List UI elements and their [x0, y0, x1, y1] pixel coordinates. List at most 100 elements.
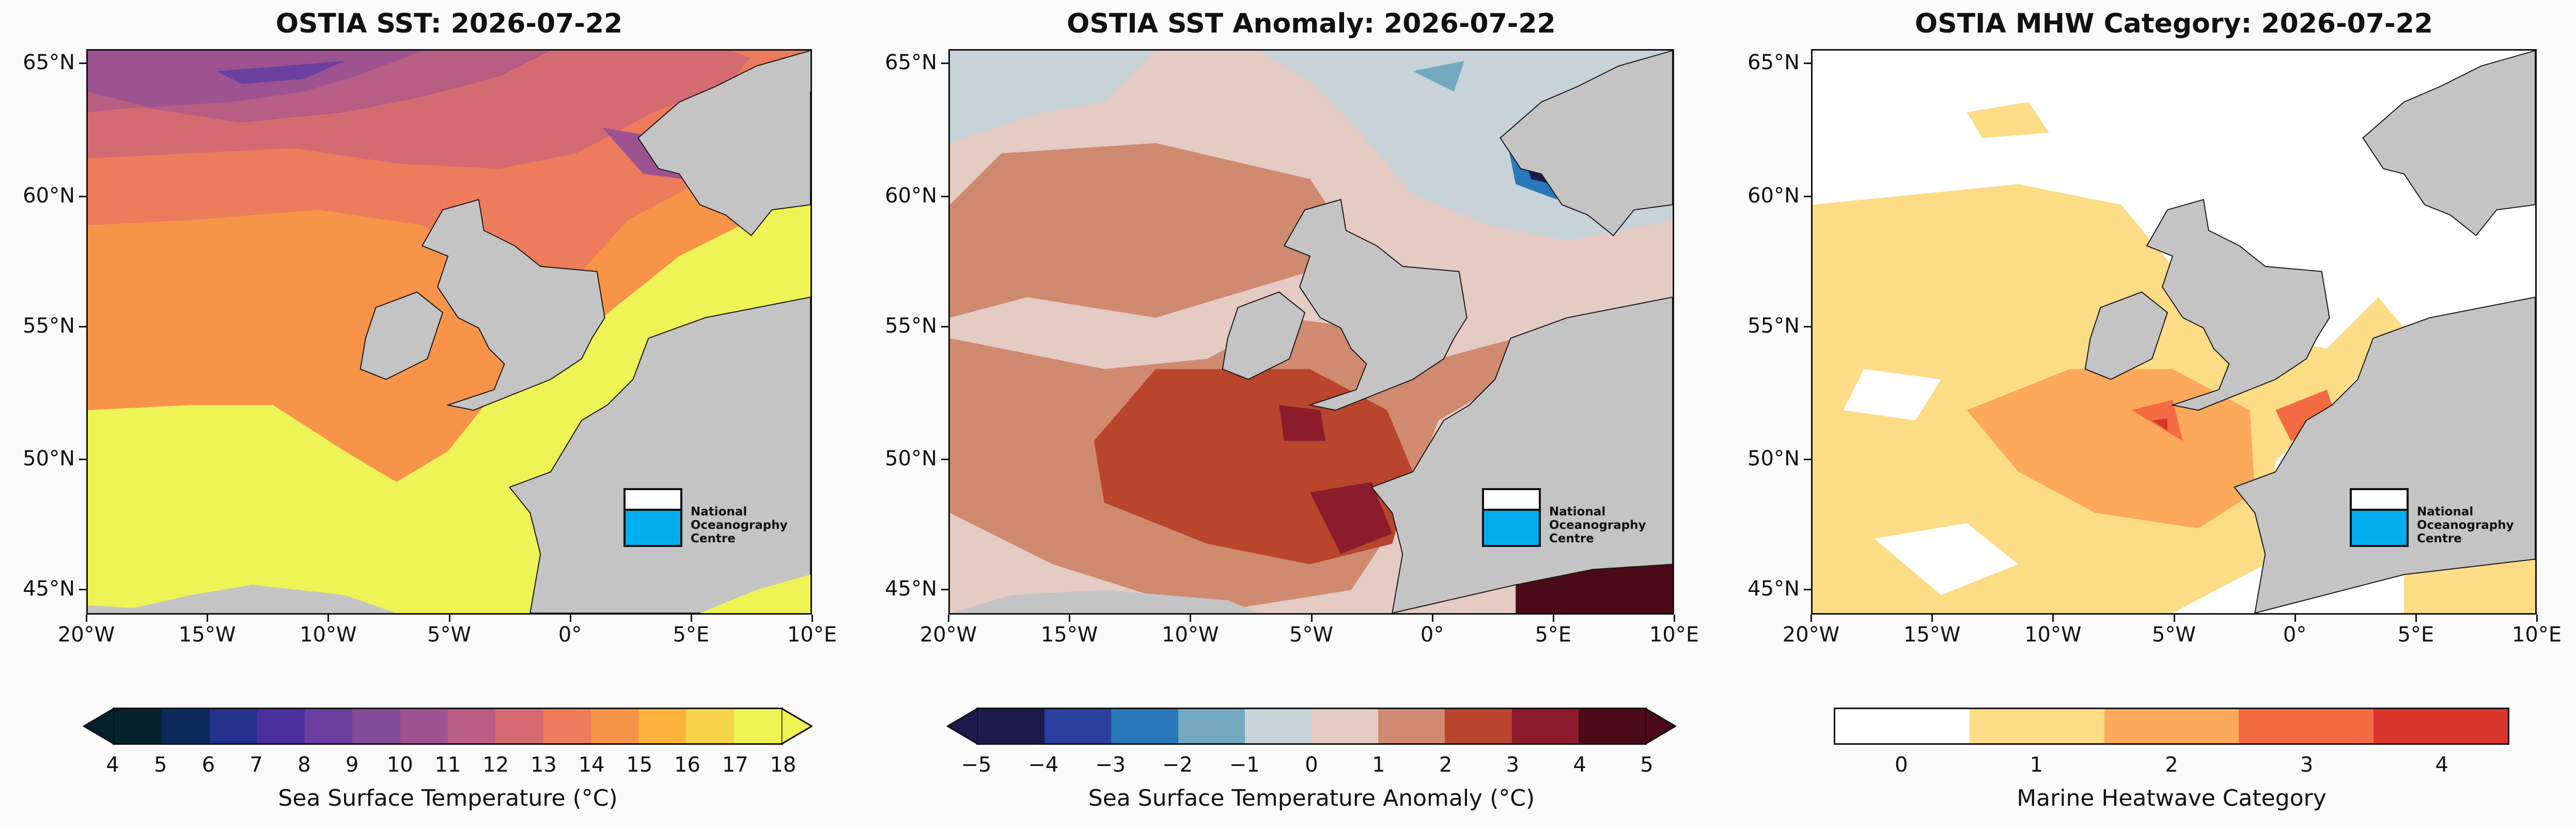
- colorbar-segment: [400, 709, 448, 743]
- lat-tick-mark: [79, 458, 86, 460]
- colorbar-tick-label: 7: [249, 753, 263, 777]
- colorbar-segment: [114, 709, 162, 743]
- colorbar-tick-label: 6: [201, 753, 215, 777]
- lon-tick-label: 20°W: [1782, 623, 1840, 647]
- lat-tick-mark: [1804, 325, 1811, 327]
- colorbar-segment: [1044, 709, 1112, 743]
- colorbar-extend-min: [947, 708, 978, 745]
- lat-tick-mark: [79, 588, 86, 590]
- lat-tick-mark: [941, 195, 948, 197]
- lat-tick-mark: [79, 325, 86, 327]
- colorbar-segment: [1178, 709, 1245, 743]
- colorbar-tick-label: −3: [1095, 753, 1126, 777]
- colorbar-segment: [162, 709, 210, 743]
- lon-tick-mark: [569, 615, 571, 622]
- lon-tick-mark: [327, 615, 330, 622]
- lat-tick-mark: [941, 62, 948, 65]
- colorbar-segment: [495, 709, 543, 743]
- noc-logo-mark: [623, 488, 682, 547]
- colorbar: [976, 708, 1647, 745]
- lat-tick-label: 45°N: [885, 576, 937, 601]
- colorbar-segment: [257, 709, 305, 743]
- colorbar-tick-label: 15: [626, 753, 653, 777]
- colorbar-tick-label: 10: [386, 753, 413, 777]
- colorbar-tick-label: 3: [2300, 753, 2314, 777]
- panel-title: OSTIA MHW Category: 2026-07-22: [1915, 8, 2433, 39]
- lon-tick-label: 15°W: [1040, 623, 1098, 647]
- lon-tick-mark: [207, 615, 209, 622]
- noc-logo-text: National Oceanography Centre: [2417, 505, 2514, 545]
- colorbar-tick-label: 8: [298, 753, 311, 777]
- lat-tick-label: 60°N: [23, 183, 75, 208]
- lon-tick-mark: [2173, 615, 2175, 622]
- sst-map-graphic: [88, 51, 810, 613]
- lat-tick-mark: [941, 458, 948, 460]
- lat-tick-label: 55°N: [885, 314, 937, 338]
- colorbar-segment: [447, 709, 496, 743]
- logo-line: National: [2417, 505, 2474, 519]
- colorbar-segment: [209, 709, 257, 743]
- lat-tick-mark: [1804, 62, 1811, 65]
- colorbar-tick-label: 18: [770, 753, 797, 777]
- lon-tick-label: 5°E: [673, 623, 710, 647]
- logo-line: Centre: [1549, 532, 1594, 545]
- colorbar-tick-label: 13: [530, 753, 557, 777]
- colorbar-segment: [1244, 709, 1312, 743]
- lon-tick-mark: [86, 615, 87, 622]
- lon-tick-label: 0°: [1420, 623, 1444, 647]
- colorbar-extend-min: [83, 708, 114, 745]
- lat-tick-label: 50°N: [1747, 446, 1800, 471]
- lat-tick-mark: [941, 588, 948, 590]
- lon-tick-mark: [1310, 615, 1313, 622]
- logo-line: National: [1549, 505, 1606, 519]
- lat-tick-label: 45°N: [1747, 576, 1800, 601]
- lat-tick-mark: [79, 62, 86, 65]
- colorbar-tick-label: −1: [1229, 753, 1260, 777]
- colorbar-tick-label: 0: [1895, 753, 1908, 777]
- lon-tick-label: 5°W: [1289, 623, 1333, 647]
- colorbar-tick-label: 1: [1372, 753, 1385, 777]
- lon-tick-mark: [1190, 615, 1192, 622]
- lon-tick-mark: [1552, 615, 1554, 622]
- colorbar-segment: [1835, 709, 1970, 743]
- lon-tick-mark: [811, 615, 813, 622]
- colorbar-segment: [638, 709, 686, 743]
- lon-tick-label: 5°W: [2152, 623, 2196, 647]
- lon-tick-mark: [690, 615, 692, 622]
- lon-tick-label: 0°: [2283, 623, 2307, 647]
- lat-tick-label: 50°N: [23, 446, 75, 471]
- lon-tick-label: 10°W: [1162, 623, 1219, 647]
- colorbar-tick-label: 3: [1506, 753, 1520, 777]
- lon-tick-label: 10°W: [2024, 623, 2082, 647]
- colorbar: [113, 708, 783, 745]
- lat-tick-label: 50°N: [885, 446, 937, 471]
- colorbar-tick-label: 1: [2029, 753, 2043, 777]
- colorbar-tick-label: 5: [1640, 753, 1653, 777]
- mhw-map-graphic: [1813, 51, 2535, 613]
- colorbar-segment: [1970, 709, 2104, 743]
- colorbar-tick-label: 2: [1439, 753, 1453, 777]
- colorbar-segment: [2239, 709, 2374, 743]
- colorbar-label: Sea Surface Temperature (°C): [278, 785, 618, 811]
- colorbar-segment: [1111, 709, 1178, 743]
- lon-tick-label: 15°W: [1903, 623, 1961, 647]
- logo-line: Centre: [2417, 532, 2462, 545]
- lon-tick-label: 10°W: [300, 623, 357, 647]
- lat-tick-label: 55°N: [23, 314, 75, 338]
- lat-tick-label: 60°N: [885, 183, 937, 208]
- colorbar-segment: [686, 709, 734, 743]
- lon-tick-mark: [1431, 615, 1433, 622]
- colorbar-tick-label: 0: [1305, 753, 1318, 777]
- lon-tick-mark: [1810, 615, 1812, 622]
- colorbar-segment: [1511, 709, 1579, 743]
- colorbar-tick-label: −2: [1162, 753, 1193, 777]
- lat-tick-label: 60°N: [1747, 183, 1800, 208]
- lat-tick-label: 45°N: [23, 576, 75, 601]
- lat-tick-mark: [941, 325, 948, 327]
- colorbar-segment: [1312, 709, 1379, 743]
- lat-tick-label: 65°N: [885, 51, 937, 75]
- lon-tick-mark: [1069, 615, 1071, 622]
- colorbar-segment: [352, 709, 400, 743]
- logo-line: National: [691, 505, 747, 519]
- colorbar-segment: [590, 709, 639, 743]
